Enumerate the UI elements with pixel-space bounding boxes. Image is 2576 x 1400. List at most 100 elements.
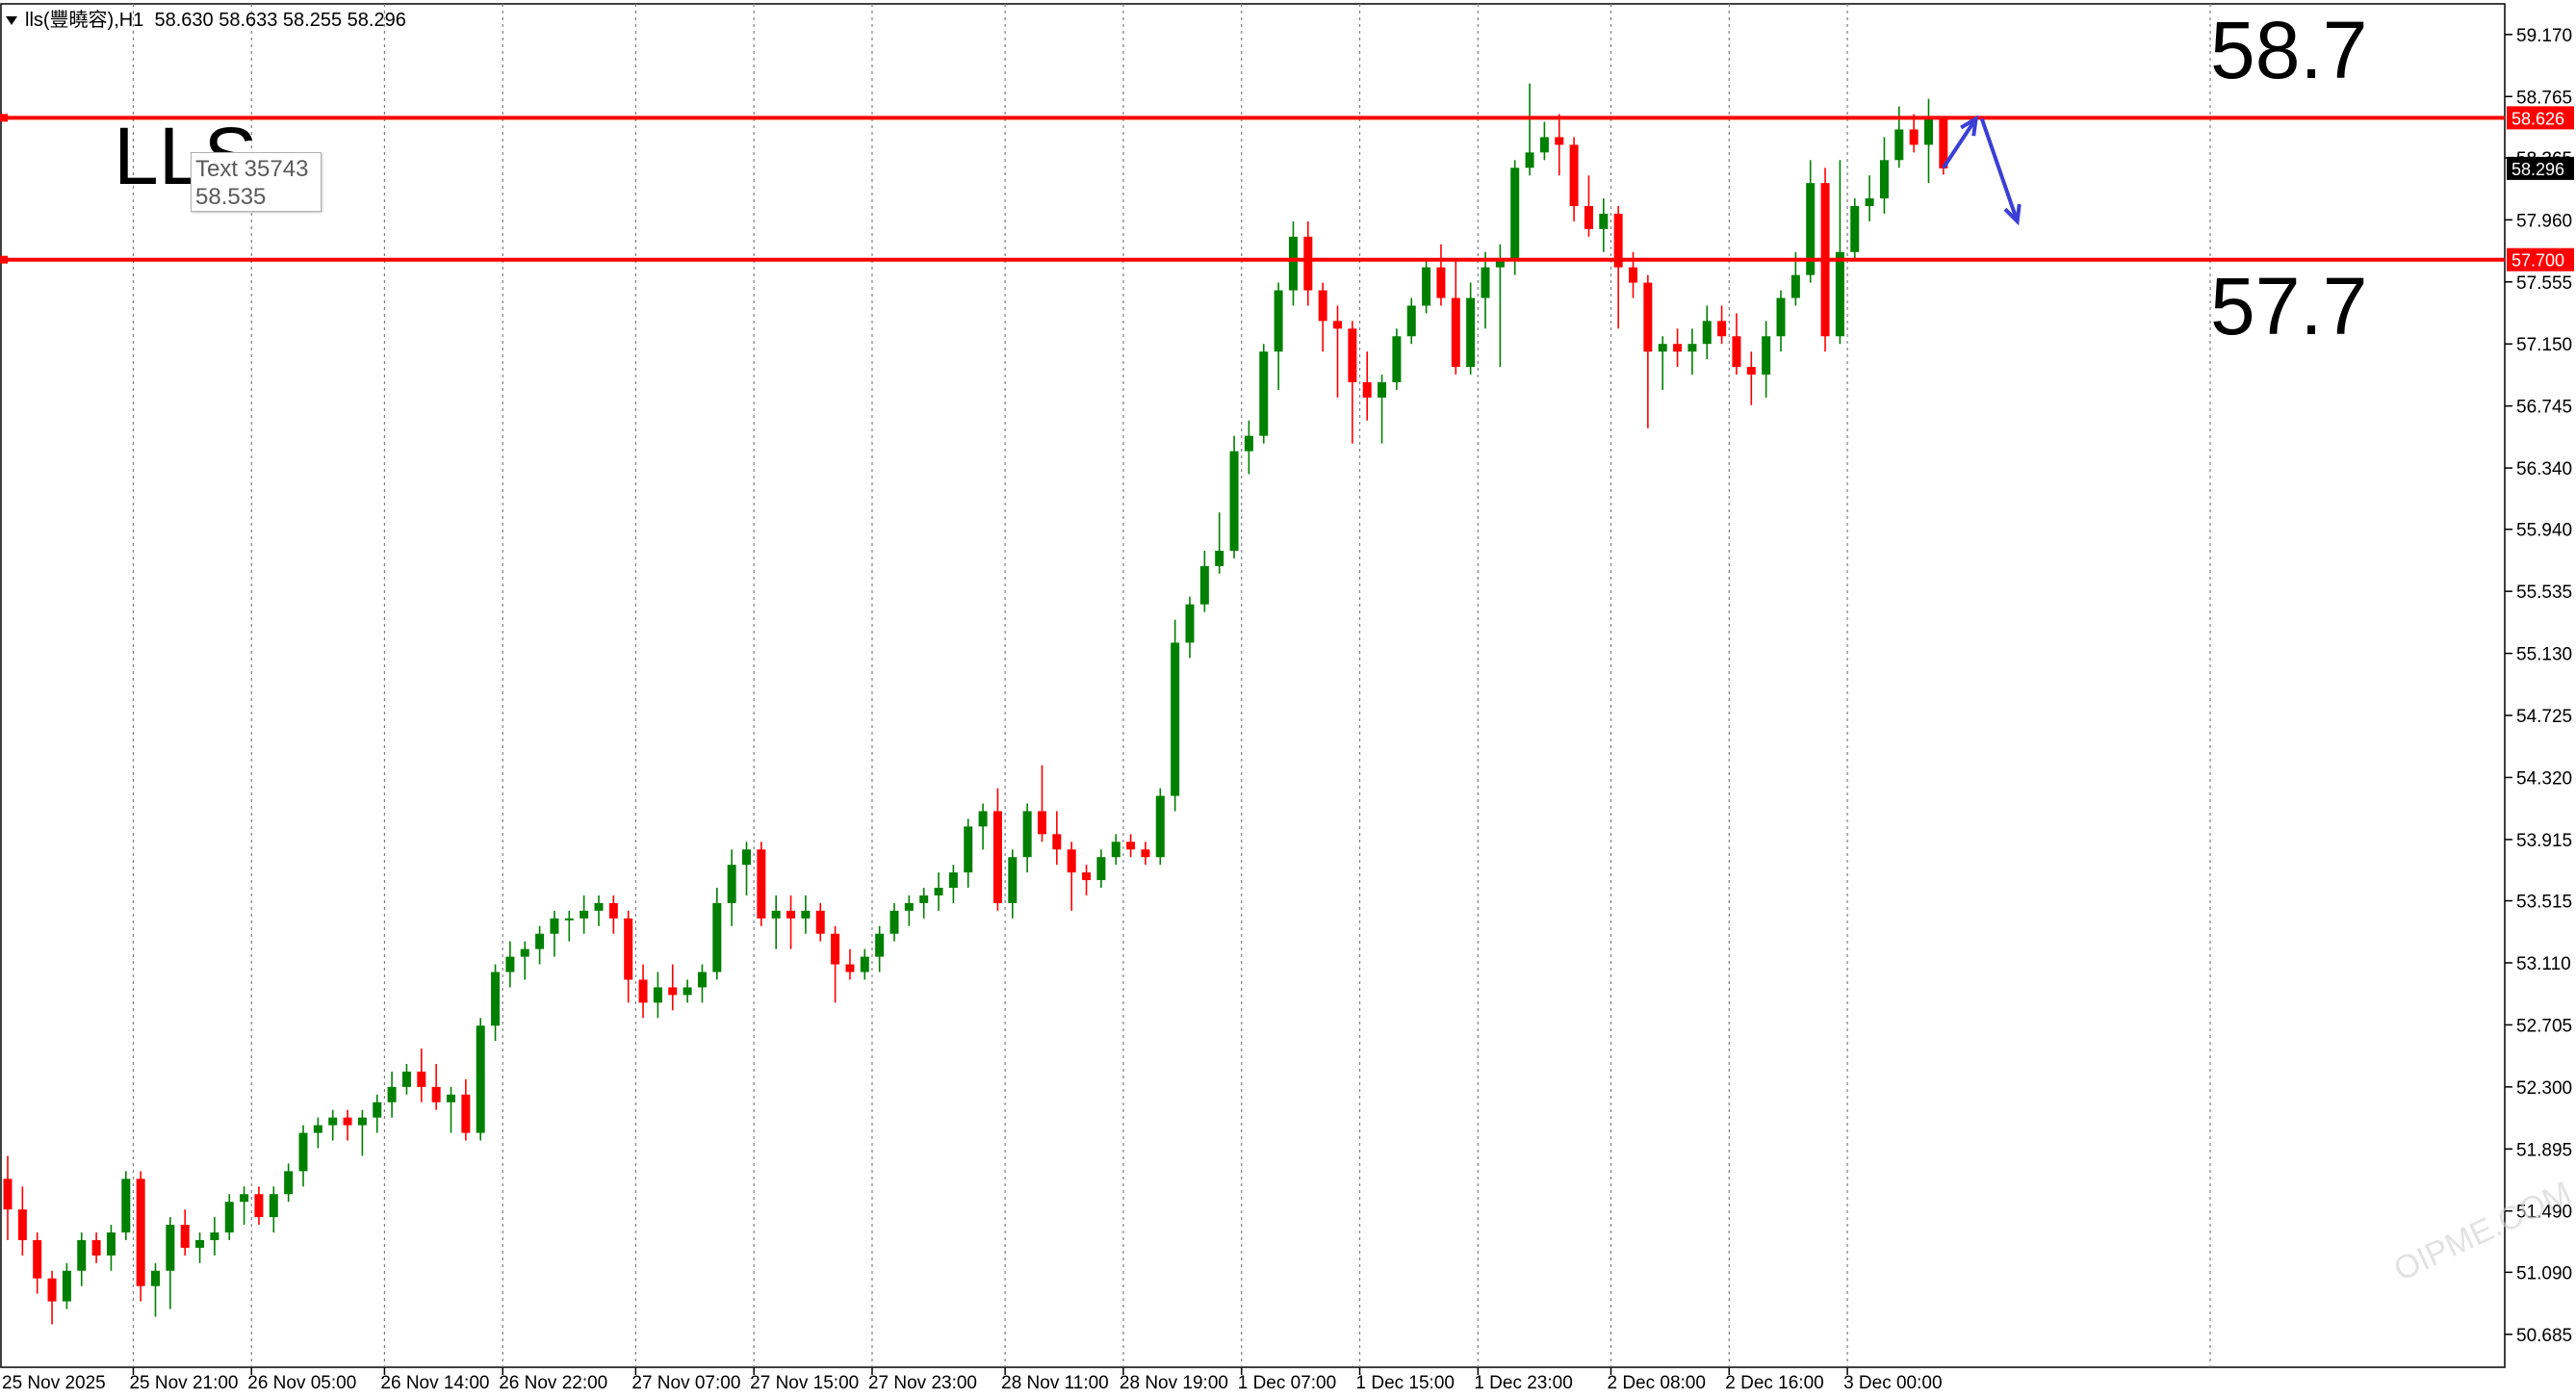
- candle-body: [1717, 321, 1727, 337]
- candle-body: [284, 1171, 294, 1195]
- candle-body: [1466, 298, 1476, 368]
- candle-body: [77, 1239, 87, 1271]
- candle-body: [889, 910, 899, 934]
- candle-body: [1584, 206, 1593, 229]
- candle-body: [1510, 168, 1520, 260]
- candle-body: [1658, 344, 1667, 352]
- candle-body: [653, 987, 662, 1003]
- candle-body: [210, 1231, 219, 1240]
- candle-body: [1909, 129, 1919, 145]
- candle-body: [476, 1025, 485, 1133]
- current-price-label: 58.296: [2512, 160, 2564, 179]
- candle-body: [180, 1225, 190, 1248]
- candle-body: [683, 987, 692, 996]
- x-tick-label: 1 Dec 07:00: [1238, 1373, 1336, 1393]
- y-tick-label: 59.170: [2516, 26, 2572, 46]
- candle-body: [1318, 290, 1327, 322]
- y-tick-label: 55.130: [2516, 645, 2572, 665]
- candle-body: [1762, 336, 1771, 376]
- candle-body: [505, 956, 515, 972]
- candle-body: [992, 811, 1002, 903]
- candle-body: [431, 1086, 441, 1102]
- candle-body: [1569, 144, 1579, 207]
- candle-body: [121, 1179, 131, 1232]
- candle-body: [815, 910, 825, 934]
- x-tick-label: 25 Nov 21:00: [129, 1373, 238, 1393]
- candle-body: [1229, 451, 1239, 551]
- candle-body: [1865, 198, 1874, 207]
- candle-body: [447, 1094, 455, 1102]
- candle-body: [401, 1071, 411, 1087]
- x-tick-label: 28 Nov 19:00: [1120, 1373, 1228, 1393]
- candle-body: [727, 865, 736, 903]
- candle-body: [875, 933, 885, 957]
- x-tick-label: 2 Dec 16:00: [1725, 1373, 1823, 1393]
- candle-body: [1776, 298, 1786, 337]
- lower-level-label: 57.7: [2210, 261, 2368, 351]
- candle-body: [373, 1102, 382, 1118]
- y-tick-label: 51.490: [2516, 1203, 2572, 1223]
- candle-body: [3, 1179, 13, 1210]
- candle-body: [254, 1194, 264, 1218]
- level-price-tag: [2507, 106, 2574, 130]
- candle-body: [1939, 117, 1948, 169]
- candle-body: [964, 826, 973, 873]
- y-tick-label: 54.725: [2516, 707, 2572, 727]
- candle-body: [1790, 274, 1800, 298]
- candle-body: [1141, 849, 1150, 858]
- candle-body: [845, 964, 855, 972]
- y-tick-label: 51.895: [2516, 1140, 2572, 1160]
- level-price-label: 58.626: [2512, 109, 2564, 128]
- candle-body: [697, 972, 707, 988]
- candle-body: [1022, 811, 1032, 858]
- candle-body: [1171, 642, 1180, 796]
- candle-body: [91, 1239, 101, 1256]
- candle-body: [461, 1094, 471, 1133]
- candle-body: [47, 1278, 57, 1302]
- candle-body: [417, 1071, 426, 1087]
- candle-body: [580, 910, 589, 919]
- candle-body: [1599, 213, 1609, 229]
- candle-body: [1613, 213, 1623, 268]
- candle-body: [1451, 298, 1460, 368]
- candle-body: [1702, 321, 1712, 345]
- candle-body: [1436, 267, 1446, 298]
- candle-body: [594, 902, 604, 911]
- y-tick-label: 50.685: [2516, 1326, 2572, 1346]
- candle-body: [240, 1194, 249, 1203]
- candle-body: [757, 849, 766, 919]
- candle-body: [1673, 344, 1683, 352]
- candle-body: [343, 1117, 352, 1126]
- candle-body: [608, 902, 618, 919]
- y-tick-label: 55.940: [2516, 521, 2572, 541]
- candle-body: [33, 1239, 42, 1279]
- x-tick-label: 28 Nov 11:00: [1001, 1373, 1109, 1393]
- candle-body: [712, 902, 722, 972]
- candle-body: [860, 956, 869, 972]
- candle-body: [1525, 152, 1534, 169]
- candle-body: [166, 1225, 175, 1271]
- candle-body: [224, 1202, 234, 1232]
- candle-body: [1082, 872, 1092, 881]
- candle-body: [1495, 259, 1505, 268]
- candle-body: [491, 972, 501, 1026]
- ohlc-readout: 58.630 58.633 58.255 58.296: [154, 10, 406, 31]
- candle-body: [831, 933, 840, 965]
- candle-body: [1555, 137, 1564, 145]
- candle-body: [269, 1194, 278, 1218]
- candle-body: [387, 1086, 397, 1102]
- candle-body: [1362, 381, 1372, 398]
- chart-menu-icon[interactable]: [6, 16, 17, 26]
- trend-arrow-shaft: [1942, 117, 1978, 169]
- candle-body: [62, 1270, 71, 1302]
- candle-body: [904, 902, 914, 911]
- x-tick-label: 25 Nov 2025: [2, 1373, 106, 1393]
- candle-body: [357, 1117, 367, 1126]
- candle-body: [1333, 321, 1342, 329]
- candle-body: [1746, 367, 1756, 376]
- trend-arrow-head: [1960, 115, 1979, 137]
- candle-body: [1732, 336, 1741, 368]
- x-tick-label: 1 Dec 23:00: [1474, 1373, 1572, 1393]
